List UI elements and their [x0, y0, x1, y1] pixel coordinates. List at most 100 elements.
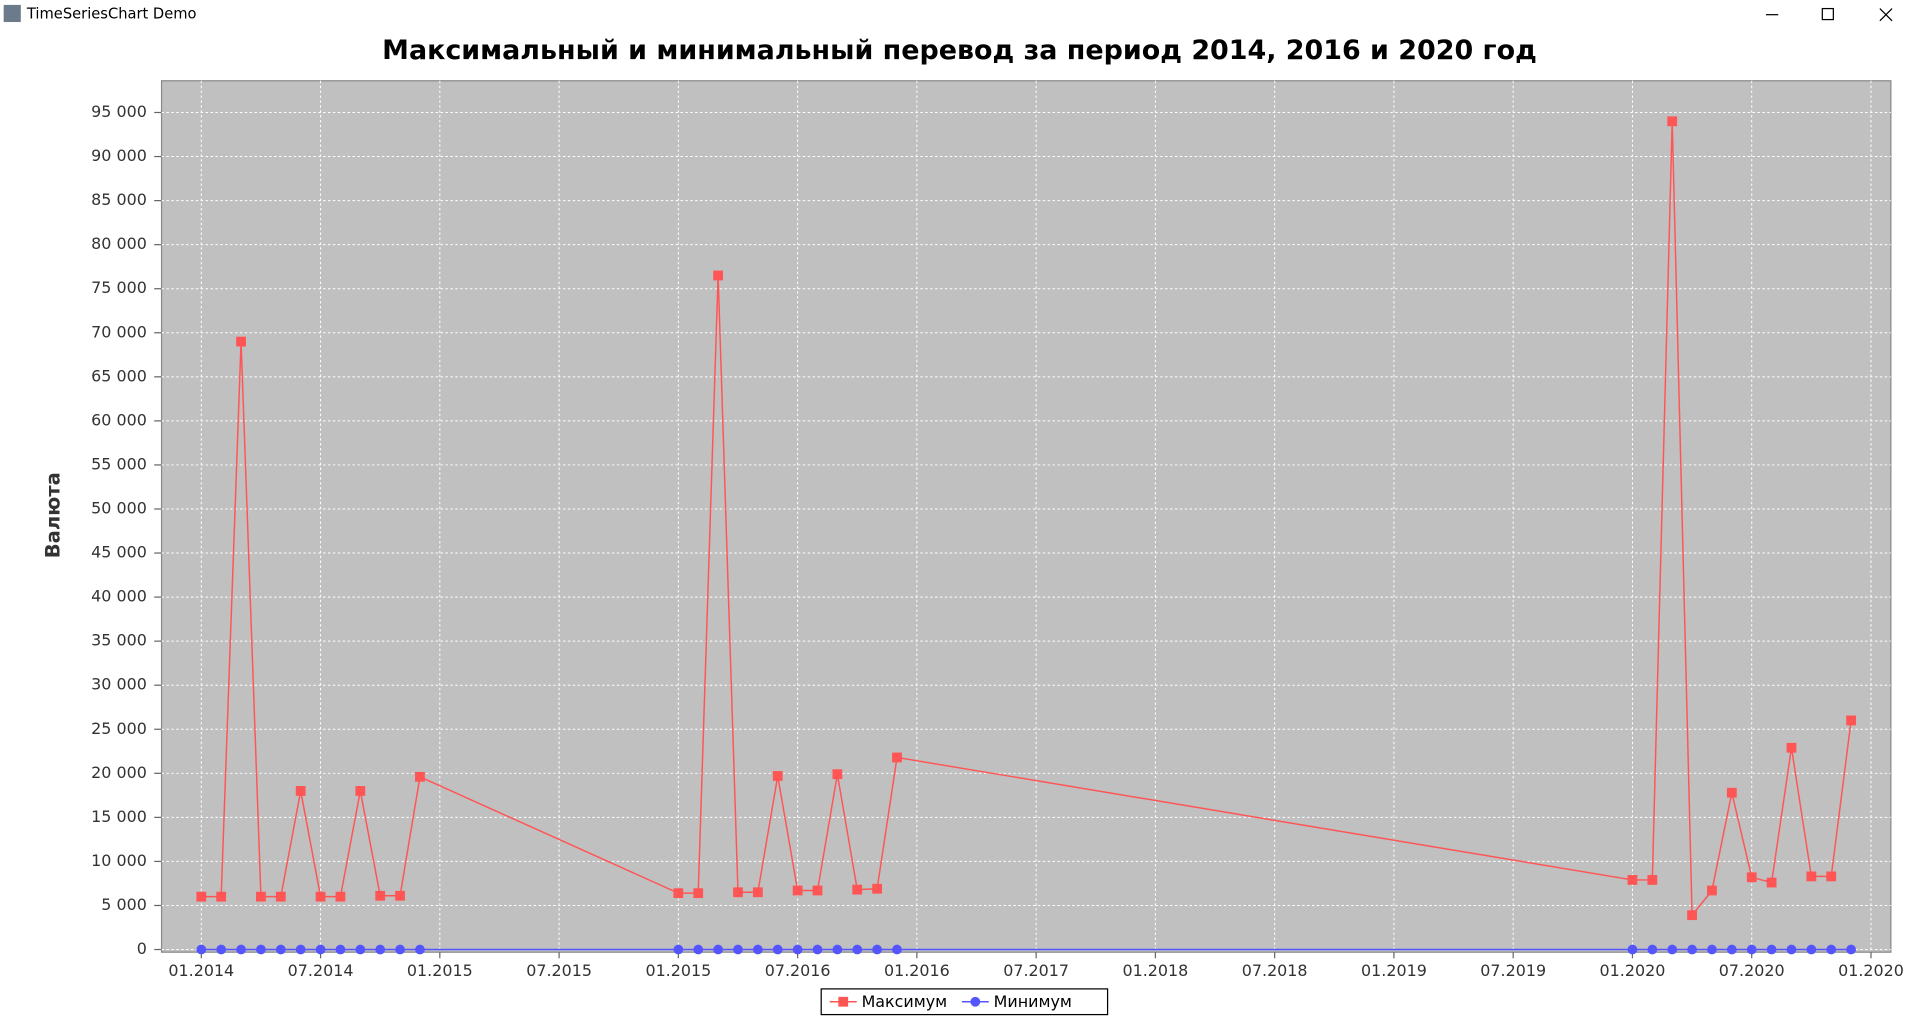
x-tick-label: 01.2019: [1361, 961, 1427, 980]
data-point: [375, 944, 386, 955]
data-point: [395, 944, 405, 955]
data-point: [315, 891, 326, 902]
data-point: [1826, 871, 1837, 882]
data-point: [1726, 787, 1737, 798]
data-point: [1647, 875, 1658, 885]
x-tick-label: 01.2015: [645, 961, 711, 980]
x-tick-label: 07.2018: [1242, 961, 1308, 980]
data-point: [216, 944, 227, 955]
data-point: [1766, 944, 1777, 955]
data-point: [812, 944, 823, 955]
y-tick-label: 20 000: [91, 763, 147, 782]
y-tick-label: 5 000: [101, 895, 147, 914]
data-point: [1627, 875, 1638, 885]
data-point: [295, 944, 306, 955]
data-point: [1786, 742, 1797, 753]
data-point: [415, 944, 425, 955]
data-point: [673, 944, 684, 955]
y-tick-label: 10 000: [91, 851, 147, 870]
data-point: [1846, 944, 1856, 955]
legend-label: Минимум: [994, 992, 1072, 1011]
data-point: [355, 944, 366, 955]
data-point: [693, 888, 704, 899]
data-point: [275, 891, 286, 902]
data-point: [1707, 885, 1717, 896]
data-point: [852, 944, 863, 955]
y-tick-label: 40 000: [91, 587, 147, 606]
x-tick-label: 07.2014: [288, 961, 354, 980]
y-tick-label: 45 000: [91, 543, 147, 562]
data-point: [693, 944, 704, 955]
series-line: [201, 121, 1852, 918]
x-tick-label: 01.2020: [1600, 961, 1666, 980]
data-point: [852, 884, 863, 895]
y-tick-label: 95 000: [91, 102, 147, 121]
legend-label: Максимум: [862, 992, 948, 1011]
y-tick-label: 0: [137, 939, 147, 958]
data-point: [1627, 944, 1638, 955]
window-title: TimeSeriesChart Demo: [26, 6, 197, 23]
data-point: [275, 944, 286, 955]
data-point: [733, 887, 743, 898]
data-point: [772, 944, 783, 955]
y-tick-label: 55 000: [91, 454, 147, 473]
data-point: [1746, 872, 1757, 883]
y-tick-label: 90 000: [91, 146, 147, 165]
x-tick-label: 01.2014: [168, 961, 234, 980]
x-tick-label: 01.2020: [1838, 961, 1904, 980]
y-tick-label: 30 000: [91, 675, 147, 694]
y-tick-label: 25 000: [91, 719, 147, 738]
data-point: [415, 771, 425, 782]
data-point: [1746, 944, 1757, 955]
restore-button[interactable]: [1821, 7, 1834, 21]
data-point: [335, 944, 346, 955]
data-point: [315, 944, 326, 955]
data-point: [1726, 944, 1737, 955]
app-icon: [3, 4, 21, 23]
data-point: [752, 944, 763, 955]
x-tick-label: 07.2015: [526, 961, 592, 980]
legend-marker: [838, 996, 849, 1007]
data-point: [713, 270, 724, 281]
data-point: [196, 891, 207, 902]
data-point: [1667, 944, 1678, 955]
data-point: [792, 885, 803, 896]
data-point: [772, 771, 783, 781]
y-tick-label: 85 000: [91, 190, 147, 209]
data-point: [872, 883, 883, 894]
y-tick-label: 70 000: [91, 322, 147, 341]
data-point: [395, 890, 405, 901]
y-tick-label: 80 000: [91, 234, 147, 253]
data-point: [1687, 944, 1697, 955]
data-point: [1766, 877, 1777, 888]
data-point: [792, 944, 803, 955]
chart-title: Максимальный и минимальный перевод за пе…: [382, 35, 1537, 66]
data-point: [1707, 944, 1717, 955]
y-axis-label: Валюта: [41, 472, 64, 558]
data-point: [673, 888, 684, 899]
close-button[interactable]: [1879, 8, 1893, 22]
data-point: [236, 944, 246, 955]
data-point: [1786, 944, 1797, 955]
data-point: [1647, 944, 1658, 955]
data-point: [832, 944, 843, 955]
y-tick-label: 15 000: [91, 807, 147, 826]
data-point: [1806, 871, 1817, 882]
data-point: [196, 944, 207, 955]
data-point: [713, 944, 724, 955]
x-tick-label: 01.2016: [884, 961, 950, 980]
x-tick-label: 07.2019: [1480, 961, 1546, 980]
data-point: [216, 891, 227, 902]
data-point: [236, 336, 246, 347]
data-point: [256, 891, 266, 902]
data-point: [355, 786, 366, 796]
data-point: [892, 944, 902, 955]
x-tick-label: 01.2015: [407, 961, 473, 980]
data-point: [335, 891, 346, 902]
data-point: [733, 944, 743, 955]
data-point: [1687, 910, 1697, 921]
y-tick-label: 50 000: [91, 498, 147, 517]
data-point: [1667, 116, 1678, 127]
